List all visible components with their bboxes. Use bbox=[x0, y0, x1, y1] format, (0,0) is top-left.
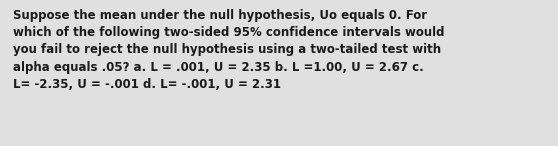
Text: Suppose the mean under the null hypothesis, Uo equals 0. For
which of the follow: Suppose the mean under the null hypothes… bbox=[13, 9, 445, 91]
